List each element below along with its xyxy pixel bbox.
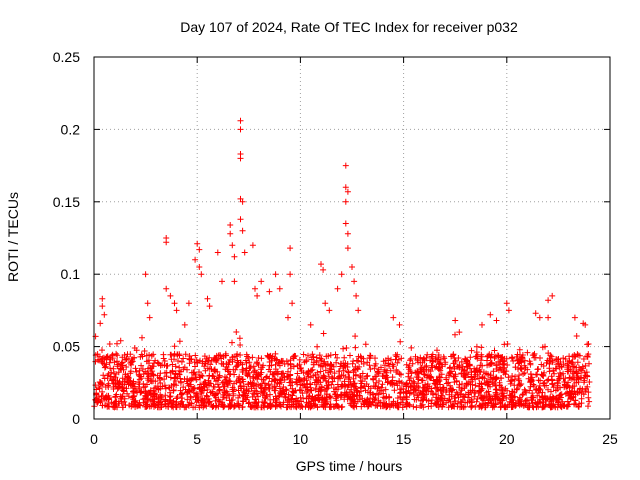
- x-tick-label: 5: [193, 431, 201, 447]
- x-tick-label: 20: [499, 431, 515, 447]
- grid-lines: [94, 57, 610, 419]
- y-tick-label: 0.15: [53, 194, 80, 210]
- x-tick-label: 15: [396, 431, 412, 447]
- data-point-markers: [91, 117, 593, 411]
- y-axis-label: ROTI / TECUs: [5, 192, 21, 282]
- y-tick-label: 0.05: [53, 339, 80, 355]
- y-tick-label: 0: [72, 411, 80, 427]
- y-tick-label: 0.2: [61, 121, 81, 137]
- data-points: [91, 117, 593, 411]
- chart-title: Day 107 of 2024, Rate Of TEC Index for r…: [180, 19, 518, 35]
- plot-frame: [93, 56, 611, 420]
- y-tick-label: 0.1: [61, 266, 81, 282]
- x-tick-label: 10: [293, 431, 309, 447]
- x-tick-label: 25: [602, 431, 618, 447]
- axis-ticks: 0 5 10 15 20 25 0 0.05 0.1 0.15 0.2 0.25: [53, 49, 618, 447]
- y-tick-label: 0.25: [53, 49, 80, 65]
- x-tick-label: 0: [90, 431, 98, 447]
- x-axis-label: GPS time / hours: [296, 458, 403, 474]
